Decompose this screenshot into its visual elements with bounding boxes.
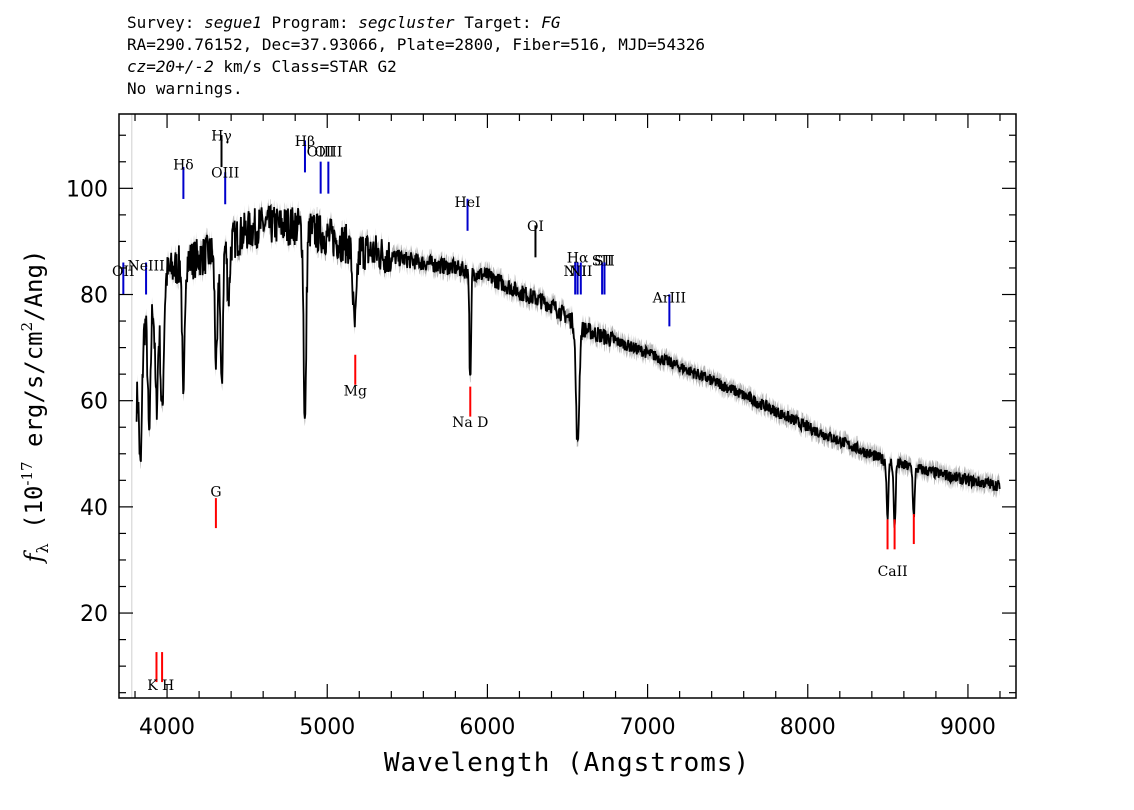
program-label: Program:: [271, 13, 349, 32]
y-tick-label: 20: [80, 602, 108, 627]
emission-label: Hγ: [211, 129, 232, 145]
y-tick-label: 60: [80, 390, 108, 415]
emission-label: Hδ: [173, 158, 194, 174]
emission-label: HeI: [455, 195, 481, 211]
emission-label: ArIII: [652, 290, 686, 306]
emission-label: OI: [527, 219, 544, 235]
x-tick-label: 8000: [780, 715, 836, 740]
y-tick-label: 80: [80, 284, 108, 309]
line-marker-layer: OIINeIIIHδHγOIIIHβOIIIOIIIHeIOINIIHαNIIS…: [112, 129, 915, 694]
header-line-3: cz=20+/-2 km/s Class=STAR G2: [127, 56, 705, 78]
redshift-class: km/s Class=STAR G2: [213, 57, 397, 76]
target-value: FG: [541, 13, 561, 32]
y-axis-units-exponent: 2: [18, 322, 36, 332]
warnings-line: No warnings.: [127, 79, 243, 98]
emission-label: OIII: [314, 144, 342, 160]
x-tick-label: 7000: [620, 715, 676, 740]
error-band: [136, 198, 1000, 536]
absorption-label: G: [210, 484, 221, 500]
emission-label: OII: [112, 264, 135, 280]
absorption-label: Mg: [344, 383, 367, 399]
x-tick-label: 6000: [459, 715, 515, 740]
y-tick-label: 40: [80, 496, 108, 521]
survey-value: segue1: [204, 13, 262, 32]
plot-frame: [118, 113, 1017, 699]
y-axis-open: (10: [20, 486, 48, 544]
emission-label: Hβ: [295, 134, 315, 150]
y-axis-exponent: -17: [18, 461, 36, 485]
emission-label: OIII: [307, 144, 335, 160]
y-axis-subscript: λ: [33, 543, 52, 553]
program-value: segcluster: [358, 13, 455, 32]
axis-layer: 4000 5000 6000 7000 8000 9000 20 40 60 80 100: [66, 114, 1016, 740]
x-tick-label: 4000: [139, 715, 195, 740]
spectrum-line: [135, 203, 1001, 528]
target-label: Target:: [464, 13, 532, 32]
x-axis-label: Wavelength (Angstroms): [384, 748, 750, 778]
header-line-1: Survey: segue1 Program: segcluster Targe…: [127, 12, 705, 34]
survey-label: Survey:: [127, 13, 195, 32]
spectrum-header: Survey: segue1 Program: segcluster Targe…: [127, 12, 705, 100]
absorption-label: H: [162, 678, 174, 694]
emission-label: OIII: [211, 166, 239, 182]
emission-label: Hα: [567, 251, 589, 267]
emission-label: NII: [569, 264, 592, 280]
y-axis-label: fλ (10-17 erg/s/cm2/Ang): [18, 250, 52, 565]
x-tick-label: 5000: [299, 715, 355, 740]
header-line-2: RA=290.76152, Dec=37.93066, Plate=2800, …: [127, 35, 705, 54]
emission-label: NeIII: [127, 259, 164, 275]
x-tick-label: 9000: [940, 715, 996, 740]
emission-label: SII: [592, 253, 613, 269]
y-axis-close: /Ang): [20, 250, 48, 322]
series-layer: [131, 114, 1001, 698]
y-tick-label: 100: [66, 177, 108, 202]
redshift-value: cz=20+/-2: [127, 57, 214, 76]
absorption-label: CaII: [878, 564, 908, 580]
absorption-label: Na D: [452, 415, 488, 431]
absorption-label: K: [147, 678, 158, 694]
y-axis-units: erg/s/cm: [20, 331, 48, 461]
emission-label: SII: [594, 253, 615, 269]
